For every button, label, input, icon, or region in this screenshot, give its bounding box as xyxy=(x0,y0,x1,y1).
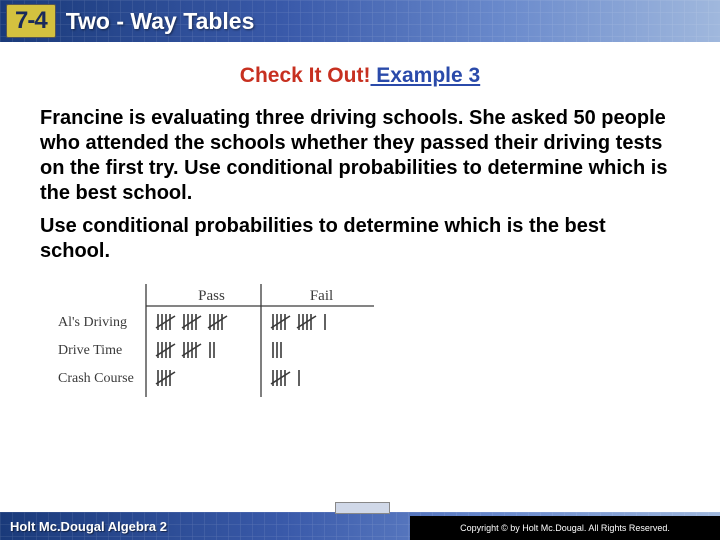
slide-header: 7-4 Two - Way Tables xyxy=(0,0,720,42)
example-heading: Check It Out! Example 3 xyxy=(30,64,690,88)
svg-text:Pass: Pass xyxy=(198,288,225,304)
check-it-out-label: Check It Out! xyxy=(240,64,371,87)
book-title: Holt Mc.Dougal Algebra 2 xyxy=(10,519,167,534)
svg-text:Crash Course: Crash Course xyxy=(58,371,134,386)
problem-paragraph-2: Use conditional probabilities to determi… xyxy=(40,214,680,264)
problem-paragraph-1: Francine is evaluating three driving sch… xyxy=(40,106,680,206)
slide-content: Check It Out! Example 3 Francine is eval… xyxy=(0,42,720,397)
page-marker xyxy=(335,502,390,514)
section-number-badge: 7-4 xyxy=(6,4,56,38)
example-number-label: Example 3 xyxy=(370,64,480,87)
svg-text:Al's Driving: Al's Driving xyxy=(58,315,127,330)
slide-footer: Holt Mc.Dougal Algebra 2 Copyright © by … xyxy=(0,512,720,540)
copyright-notice: Copyright © by Holt Mc.Dougal. All Right… xyxy=(410,516,720,540)
section-title: Two - Way Tables xyxy=(66,8,255,35)
svg-text:Fail: Fail xyxy=(310,288,333,304)
svg-text:Drive Time: Drive Time xyxy=(58,343,122,358)
tally-table: Pass Fail Al's Driving Drive Time Crash Cour… xyxy=(54,282,394,397)
